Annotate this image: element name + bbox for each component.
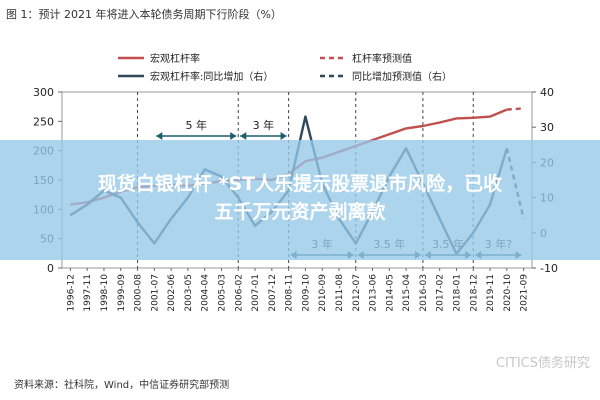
x-tick-label: 1998-10 — [100, 274, 110, 312]
x-tick-label: 1996-12 — [66, 274, 76, 312]
annotation-arrowhead-right — [280, 132, 287, 140]
right-tick-label: 40 — [540, 86, 554, 99]
x-tick-label: 1999-09 — [117, 274, 127, 312]
right-tick-label: 30 — [540, 121, 554, 134]
x-tick-label: 2014-05 — [385, 274, 395, 312]
right-tick-label: -10 — [540, 262, 558, 275]
x-tick-label: 2016-03 — [419, 274, 429, 312]
legend-label: 同比增加预测值（右） — [352, 70, 452, 83]
legend-label: 杠杆率预测值 — [352, 52, 412, 65]
left-tick-label: 0 — [47, 262, 54, 275]
x-tick-label: 2018-01 — [452, 274, 462, 312]
x-tick-label: 2004-04 — [201, 274, 211, 312]
x-tick-label: 2021-09 — [520, 274, 530, 312]
x-tick-label: 1997-11 — [83, 274, 93, 312]
x-tick-label: 2013-06 — [369, 274, 379, 312]
x-tick-label: 2015-04 — [402, 274, 412, 312]
x-tick-label: 2010-09 — [318, 274, 328, 312]
x-tick-label: 2018-12 — [469, 274, 479, 312]
x-tick-label: 2007-12 — [268, 274, 278, 312]
banner-headline[interactable]: 现货白银杠杆 *ST人乐提示股票退市风险，已收 五千万元资产剥离款 — [0, 170, 600, 226]
annotation-arrowhead-right — [230, 132, 237, 140]
source-note: 资料来源：社科院，Wind，中信证券研究部预测 — [14, 380, 230, 391]
series-line-1 — [506, 107, 524, 111]
x-tick-label: 2001-07 — [150, 274, 160, 312]
banner-line-2: 五千万元资产剥离款 — [214, 201, 386, 223]
x-tick-label: 2000-08 — [134, 274, 144, 312]
figure-title: 图 1：预计 2021 年将进入本轮债务周期下行阶段（%） — [6, 8, 282, 21]
watermark-text: CITICS债务研究 — [495, 356, 590, 371]
x-tick-label: 2017-02 — [436, 274, 446, 312]
x-tick-label: 2009-10 — [301, 274, 311, 312]
x-tick-label: 2006-02 — [234, 274, 244, 312]
x-tick-label: 2005-03 — [217, 274, 227, 312]
legend-label: 宏观杠杆率:同比增加（右） — [150, 70, 273, 83]
x-tick-label: 2003-05 — [184, 274, 194, 312]
banner-line-1: 现货白银杠杆 *ST人乐提示股票退市风险，已收 — [97, 173, 503, 195]
news-banner — [0, 140, 600, 260]
x-tick-label: 2020-10 — [503, 274, 513, 312]
x-tick-label: 2019-11 — [486, 274, 496, 312]
left-tick-label: 250 — [33, 115, 54, 128]
annotation-label: 5 年 — [186, 118, 208, 132]
x-tick-label: 2011-08 — [335, 274, 345, 312]
annotation-arrowhead-left — [156, 132, 163, 140]
x-tick-label: 2008-11 — [285, 274, 295, 312]
annotation-arrowhead-left — [240, 132, 247, 140]
left-tick-label: 300 — [33, 86, 54, 99]
x-tick-label: 2002-06 — [167, 274, 177, 312]
x-tick-label: 2007-01 — [251, 274, 261, 312]
annotation-label: 3 年 — [253, 118, 275, 132]
x-tick-label: 2012-07 — [352, 274, 362, 312]
legend-label: 宏观杠杆率 — [150, 52, 200, 65]
